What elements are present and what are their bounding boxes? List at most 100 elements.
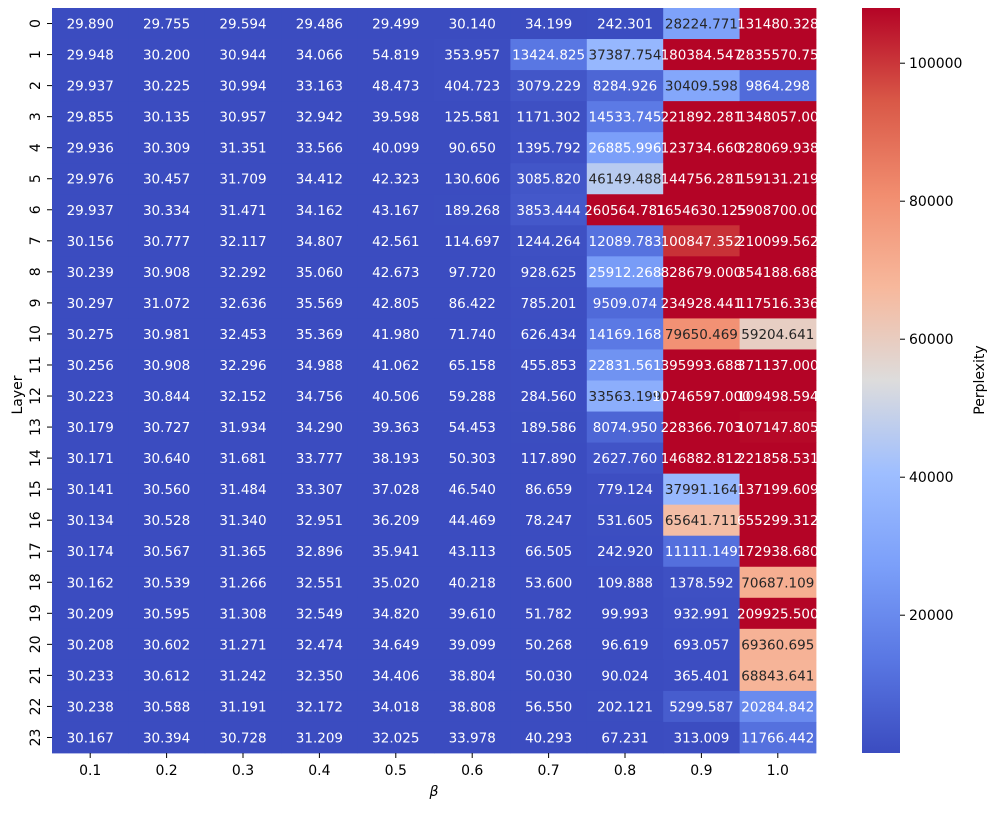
cell-value-label: 54.819 bbox=[372, 48, 419, 64]
cell-value-label: 9509.074 bbox=[593, 296, 657, 312]
cell-value-label: 117.890 bbox=[521, 451, 577, 467]
heatmap-cell bbox=[663, 535, 740, 568]
y-tick-label: 6 bbox=[28, 205, 44, 214]
y-tick-label: 16 bbox=[28, 511, 44, 529]
heatmap-cell bbox=[434, 659, 511, 692]
cell-value-label: 26885.996 bbox=[588, 141, 661, 157]
cell-value-label: 693.057 bbox=[673, 637, 729, 653]
cell-value-label: 13424.825 bbox=[512, 48, 585, 64]
cell-value-label: 33.307 bbox=[296, 482, 343, 498]
heatmap-cell bbox=[204, 256, 282, 288]
heatmap-cell bbox=[434, 318, 511, 350]
cell-value-label: 123734.660 bbox=[661, 141, 743, 157]
cell-value-label: 30.981 bbox=[143, 327, 190, 343]
heatmap-cell bbox=[434, 349, 511, 381]
cell-value-label: 11766.442 bbox=[741, 730, 814, 746]
cell-value-label: 40.099 bbox=[372, 141, 419, 157]
cell-value-label: 30.297 bbox=[67, 296, 114, 312]
cell-value-label: 30.156 bbox=[67, 234, 114, 250]
y-tick-label: 3 bbox=[28, 112, 44, 121]
cell-value-label: 30.167 bbox=[67, 730, 114, 746]
cell-value-label: 30.134 bbox=[67, 513, 114, 529]
cell-value-label: 56.550 bbox=[525, 699, 572, 715]
heatmap-cell bbox=[586, 473, 664, 506]
cell-value-label: 14533.745 bbox=[588, 110, 661, 126]
cell-value-label: 180384.547 bbox=[661, 48, 743, 64]
y-tick-label: 14 bbox=[28, 449, 44, 467]
cell-value-label: 39.598 bbox=[372, 110, 419, 126]
cell-value-label: 172938.680 bbox=[737, 544, 819, 560]
colorbar-tick-label: 60000 bbox=[909, 332, 954, 348]
cell-value-label: 144756.281 bbox=[661, 172, 743, 188]
cell-value-label: 34.162 bbox=[296, 203, 343, 219]
heatmap-cell bbox=[52, 411, 129, 443]
cell-value-label: 68843.641 bbox=[741, 668, 814, 684]
cell-value-label: 31.340 bbox=[219, 513, 266, 529]
cell-value-label: 38.808 bbox=[449, 699, 496, 715]
cell-value-label: 30.225 bbox=[143, 79, 190, 95]
cell-value-label: 34.807 bbox=[296, 234, 343, 250]
cell-value-label: 12089.783 bbox=[588, 234, 661, 250]
heatmap-cell bbox=[281, 380, 358, 412]
heatmap-cell bbox=[357, 225, 435, 257]
heatmap-cell bbox=[434, 566, 511, 599]
heatmap-cell bbox=[281, 442, 358, 475]
heatmap-cell bbox=[357, 442, 435, 475]
heatmap-cell bbox=[204, 442, 282, 475]
heatmap-cell bbox=[739, 597, 817, 630]
y-tick-label: 5 bbox=[28, 174, 44, 183]
heatmap-cell bbox=[510, 225, 588, 257]
heatmap-cell bbox=[510, 101, 588, 133]
cell-value-label: 10746597.000 bbox=[652, 389, 751, 405]
cell-value-label: 30.640 bbox=[143, 451, 190, 467]
heatmap-cell bbox=[357, 473, 435, 506]
heatmap-cell bbox=[52, 504, 129, 537]
cell-value-label: 3079.229 bbox=[516, 79, 580, 95]
heatmap-cell bbox=[434, 8, 511, 40]
cell-value-label: 30.994 bbox=[219, 79, 266, 95]
y-tick-label: 9 bbox=[28, 298, 44, 307]
cell-value-label: 99.993 bbox=[601, 606, 648, 622]
heatmap-cell bbox=[510, 8, 588, 40]
cell-value-label: 31.271 bbox=[219, 637, 266, 653]
cell-value-label: 109498.594 bbox=[737, 389, 819, 405]
cell-value-label: 44.469 bbox=[449, 513, 496, 529]
heatmap-cell bbox=[52, 256, 129, 288]
cell-value-label: 31.709 bbox=[219, 172, 266, 188]
cell-value-label: 69360.695 bbox=[741, 637, 814, 653]
heatmap-cell bbox=[586, 194, 664, 226]
cell-value-label: 29.937 bbox=[67, 79, 114, 95]
cell-value-label: 395993.688 bbox=[661, 358, 743, 374]
heatmap-cell bbox=[739, 504, 817, 537]
y-tick-label: 19 bbox=[28, 604, 44, 622]
cell-value-label: 34.988 bbox=[296, 358, 343, 374]
heatmap-cell bbox=[739, 690, 817, 723]
heatmap-cell bbox=[128, 566, 206, 599]
heatmap-cell bbox=[357, 535, 435, 568]
cell-value-label: 59.288 bbox=[449, 389, 496, 405]
x-tick-label: 0.6 bbox=[461, 763, 483, 779]
heatmap-cell bbox=[204, 8, 282, 40]
cell-value-label: 32.549 bbox=[296, 606, 343, 622]
x-axis: 0.1 0.2 0.3 0.4 0.5 0.6 0.7 0.8 0.9 1.0 bbox=[79, 753, 789, 779]
heatmap-cell bbox=[52, 659, 129, 692]
cell-value-label: 30.239 bbox=[67, 265, 114, 281]
cell-value-label: 22831.561 bbox=[588, 358, 661, 374]
heatmap-cell bbox=[663, 349, 740, 381]
heatmap-cell bbox=[434, 225, 511, 257]
cell-value-label: 25912.268 bbox=[588, 265, 661, 281]
heatmap-cell bbox=[586, 225, 664, 257]
cell-value-label: 34.820 bbox=[372, 606, 419, 622]
cell-value-label: 9864.298 bbox=[746, 79, 810, 95]
heatmap-cell bbox=[357, 287, 435, 319]
heatmap-cell bbox=[52, 690, 129, 723]
heatmap-cell bbox=[204, 132, 282, 164]
x-tick-label: 0.7 bbox=[537, 763, 559, 779]
cell-value-label: 531.605 bbox=[597, 513, 653, 529]
cell-value-label: 35.020 bbox=[372, 575, 419, 591]
cell-value-label: 30.539 bbox=[143, 575, 190, 591]
heatmap-cell bbox=[586, 690, 664, 723]
heatmap-cell bbox=[357, 256, 435, 288]
x-tick-label: 0.4 bbox=[308, 763, 330, 779]
heatmap-cell bbox=[357, 659, 435, 692]
